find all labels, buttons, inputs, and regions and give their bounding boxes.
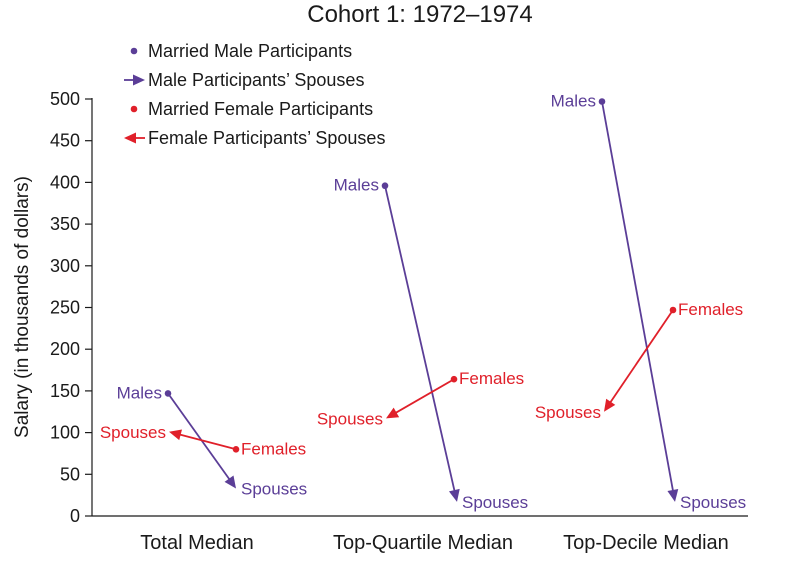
category-label: Total Median [140, 532, 253, 554]
male-participant-point [164, 390, 172, 397]
y-tick-label: 350 [50, 214, 80, 234]
male-spouse-arrowhead [667, 489, 679, 502]
male-point-label: Males [117, 383, 162, 402]
male-participant-point [598, 98, 606, 105]
legend-entry: Married Female Participants [148, 99, 373, 119]
y-tick-label: 150 [50, 381, 80, 401]
female-spouse-arrowhead [169, 429, 183, 441]
male-point-label: Males [551, 92, 596, 111]
female-participant-point [232, 445, 240, 453]
female-spouse-arrowhead [604, 398, 616, 412]
legend-female-arrowhead [124, 132, 136, 144]
male-to-spouse-line [167, 392, 233, 483]
male-to-spouse-line [384, 185, 457, 495]
y-tick-label: 500 [50, 89, 80, 109]
male-spouse-arrowhead [448, 488, 460, 502]
female-spouse-point-label: Spouses [317, 409, 383, 428]
male-point-label: Males [334, 176, 379, 195]
legend-entry: Male Participants’ Spouses [148, 70, 364, 90]
y-tick-label: 200 [50, 339, 80, 359]
category-label: Top-Quartile Median [333, 532, 513, 554]
y-ticks: 0 50 100 150 200 250 300 350 400 450 500 [50, 89, 92, 526]
y-tick-label: 50 [60, 464, 80, 484]
female-point-label: Females [678, 300, 743, 319]
y-tick-label: 400 [50, 172, 80, 192]
male-spouse-arrowhead [224, 475, 236, 489]
female-participant-point [669, 306, 677, 314]
female-spouse-arrowhead [386, 407, 400, 419]
female-to-spouse-line [392, 378, 455, 416]
y-tick-label: 100 [50, 423, 80, 443]
male-spouse-point-label: Spouses [241, 479, 307, 498]
y-tick-label: 300 [50, 256, 80, 276]
category-label: Top-Decile Median [563, 532, 729, 554]
legend-entry: Married Male Participants [148, 41, 352, 61]
chart-marks: Males Spouses Females Spouses Males Spouses Fe… [100, 92, 746, 512]
category-labels: Total Median Top-Quartile Median Top-Decil… [140, 532, 729, 554]
female-point-label: Females [241, 439, 306, 458]
female-participant-point [450, 375, 458, 383]
female-spouse-point-label: Spouses [100, 423, 166, 442]
female-spouse-point-label: Spouses [535, 403, 601, 422]
legend: Married Male Participants Male Participan… [124, 41, 385, 148]
y-tick-label: 0 [70, 506, 80, 526]
female-point-label: Females [459, 369, 524, 388]
y-tick-label: 250 [50, 298, 80, 318]
chart-title: Cohort 1: 1972–1974 [307, 1, 533, 28]
y-tick-label: 450 [50, 131, 80, 151]
male-participant-point [381, 182, 389, 190]
male-spouse-point-label: Spouses [680, 493, 746, 512]
legend-male-dot [130, 47, 138, 55]
legend-male-arrowhead [133, 74, 145, 86]
female-to-spouse-line [607, 309, 674, 406]
legend-female-dot [130, 105, 138, 113]
female-to-spouse-line [176, 432, 237, 451]
legend-entry: Female Participants’ Spouses [148, 128, 385, 148]
male-spouse-point-label: Spouses [462, 493, 528, 512]
y-axis-label: Salary (in thousands of dollars) [12, 176, 33, 438]
male-to-spouse-line [601, 101, 675, 495]
